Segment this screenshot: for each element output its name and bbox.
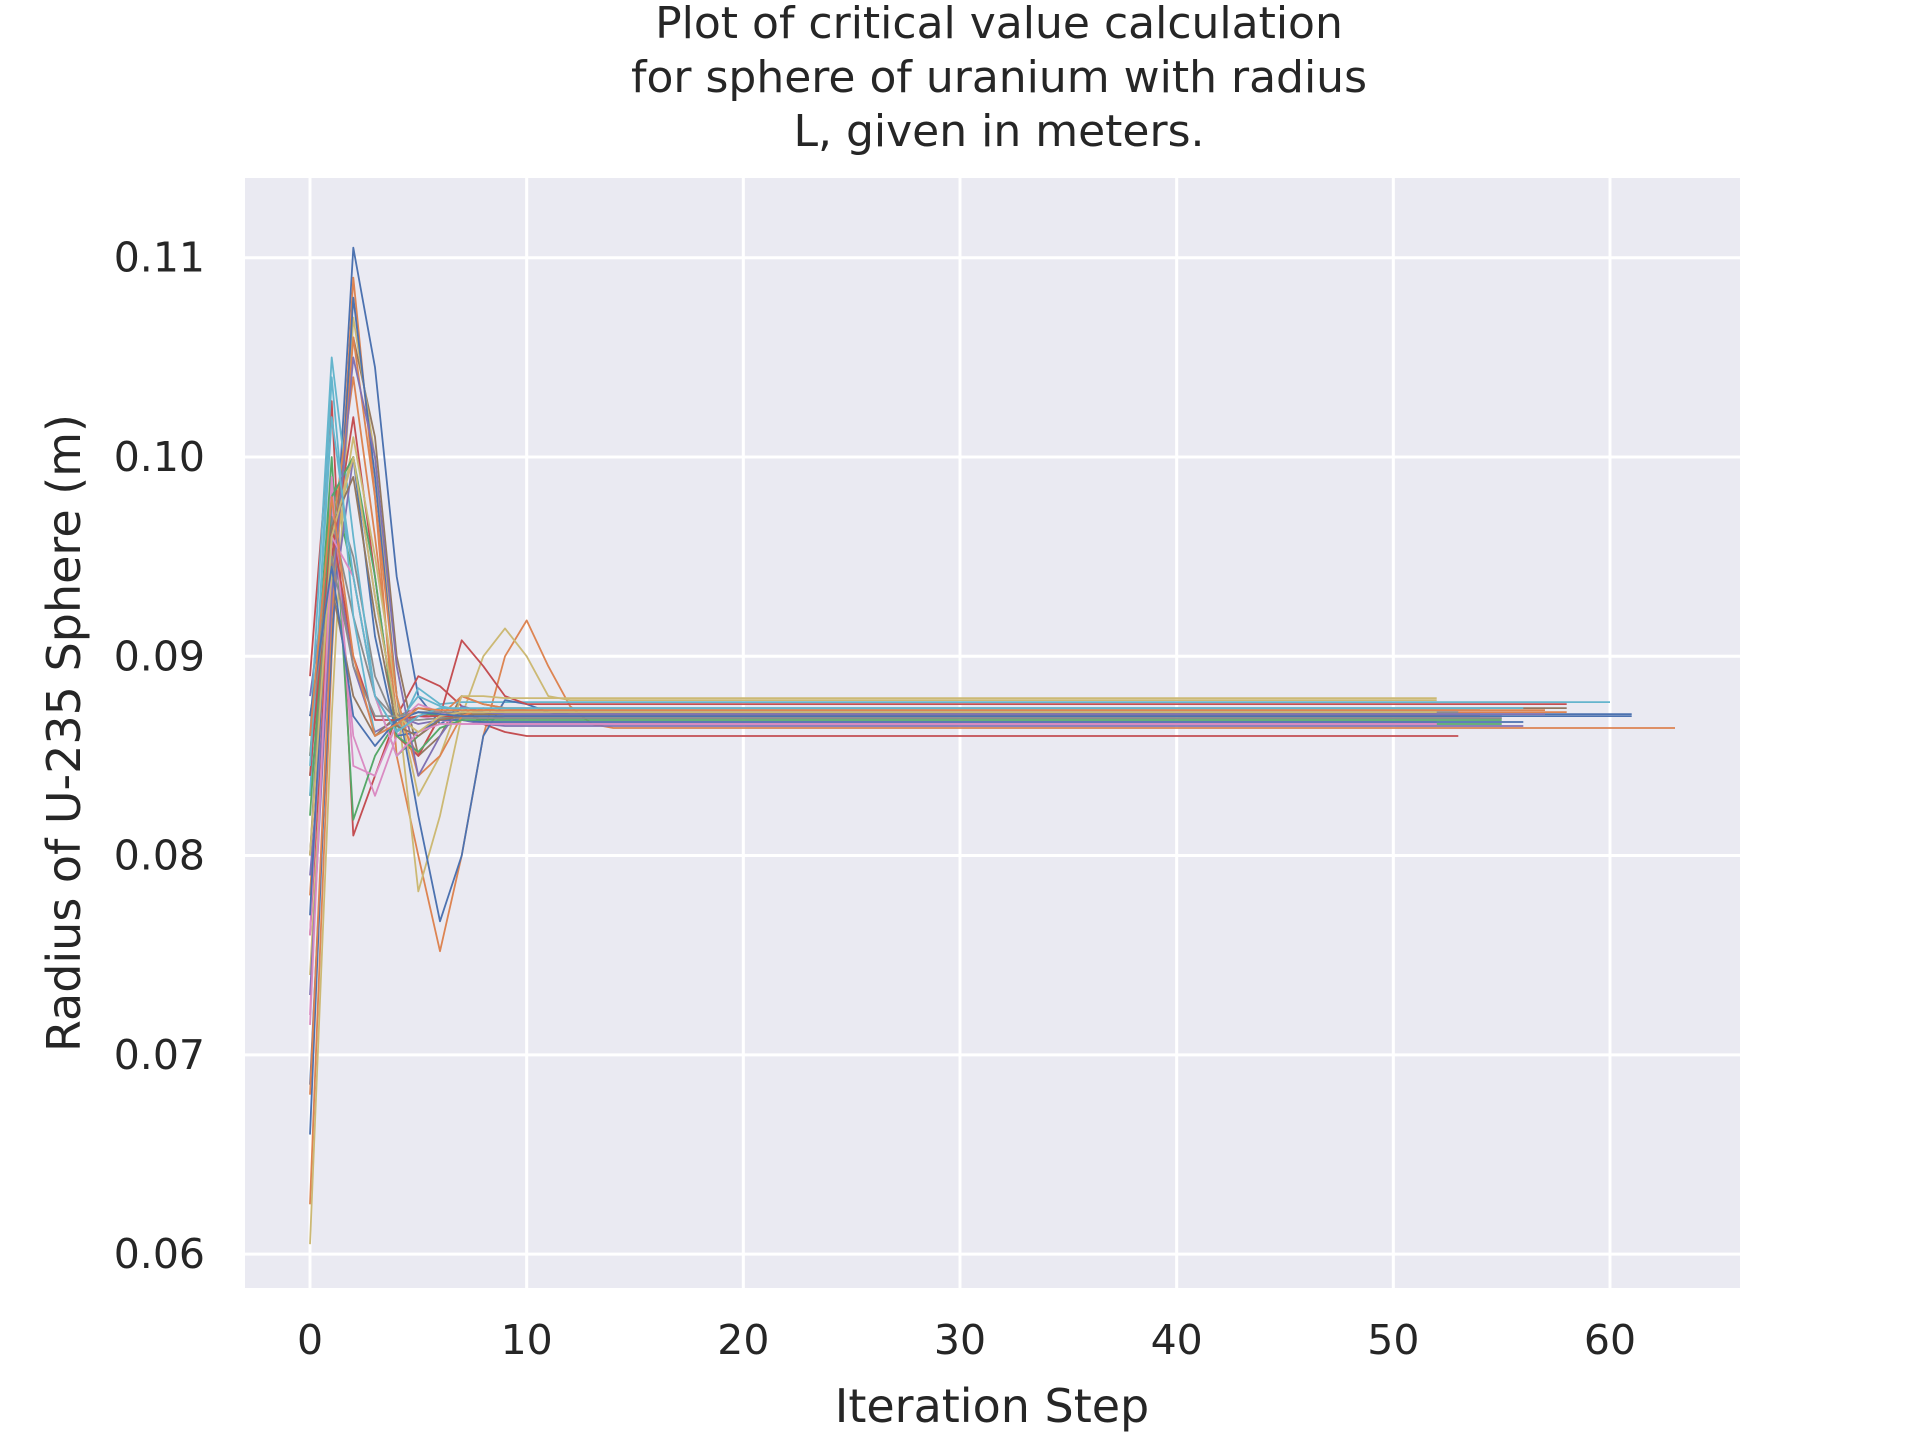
series-line-13 xyxy=(309,416,1567,936)
chart-title-line-2: for sphere of uranium with radius xyxy=(631,52,1367,103)
chart-title: Plot of critical value calculation for s… xyxy=(631,0,1367,157)
x-tick-labels: 0 10 20 30 40 50 60 xyxy=(297,1316,1636,1364)
chart-title-line-3: L, given in meters. xyxy=(794,106,1205,157)
x-tick-label-5: 50 xyxy=(1367,1316,1419,1364)
x-tick-label-2: 20 xyxy=(717,1316,769,1364)
series-line-9 xyxy=(309,356,1610,737)
y-tick-label-2: 0.08 xyxy=(114,832,205,880)
series-line-20 xyxy=(309,456,1524,916)
y-tick-label-1: 0.07 xyxy=(114,1031,205,1079)
series-line-18 xyxy=(309,436,1437,976)
y-axis-label: Radius of U-235 Sphere (m) xyxy=(37,414,91,1052)
series-line-17 xyxy=(309,515,1502,756)
y-tick-label-3: 0.09 xyxy=(114,632,205,680)
grid-lines xyxy=(245,178,1740,1288)
y-tick-label-4: 0.10 xyxy=(114,433,205,481)
x-tick-label-0: 0 xyxy=(297,1316,323,1364)
x-tick-label-3: 30 xyxy=(934,1316,986,1364)
series-line-29 xyxy=(309,416,1524,766)
x-tick-label-1: 10 xyxy=(501,1316,553,1364)
x-tick-label-4: 40 xyxy=(1151,1316,1203,1364)
series-line-30 xyxy=(309,565,1502,747)
series-line-28 xyxy=(309,456,1437,856)
series-lines xyxy=(309,246,1675,1245)
y-tick-labels: 0.06 0.07 0.08 0.09 0.10 0.11 xyxy=(114,234,205,1278)
y-tick-label-0: 0.06 xyxy=(114,1230,205,1278)
x-axis-label: Iteration Step xyxy=(835,1379,1149,1433)
x-tick-label-6: 60 xyxy=(1584,1316,1636,1364)
y-tick-label-5: 0.11 xyxy=(114,234,205,282)
plot-area xyxy=(245,178,1740,1288)
series-line-31 xyxy=(309,495,1480,737)
chart-title-line-1: Plot of critical value calculation xyxy=(655,0,1343,49)
series-line-22 xyxy=(309,456,1502,816)
